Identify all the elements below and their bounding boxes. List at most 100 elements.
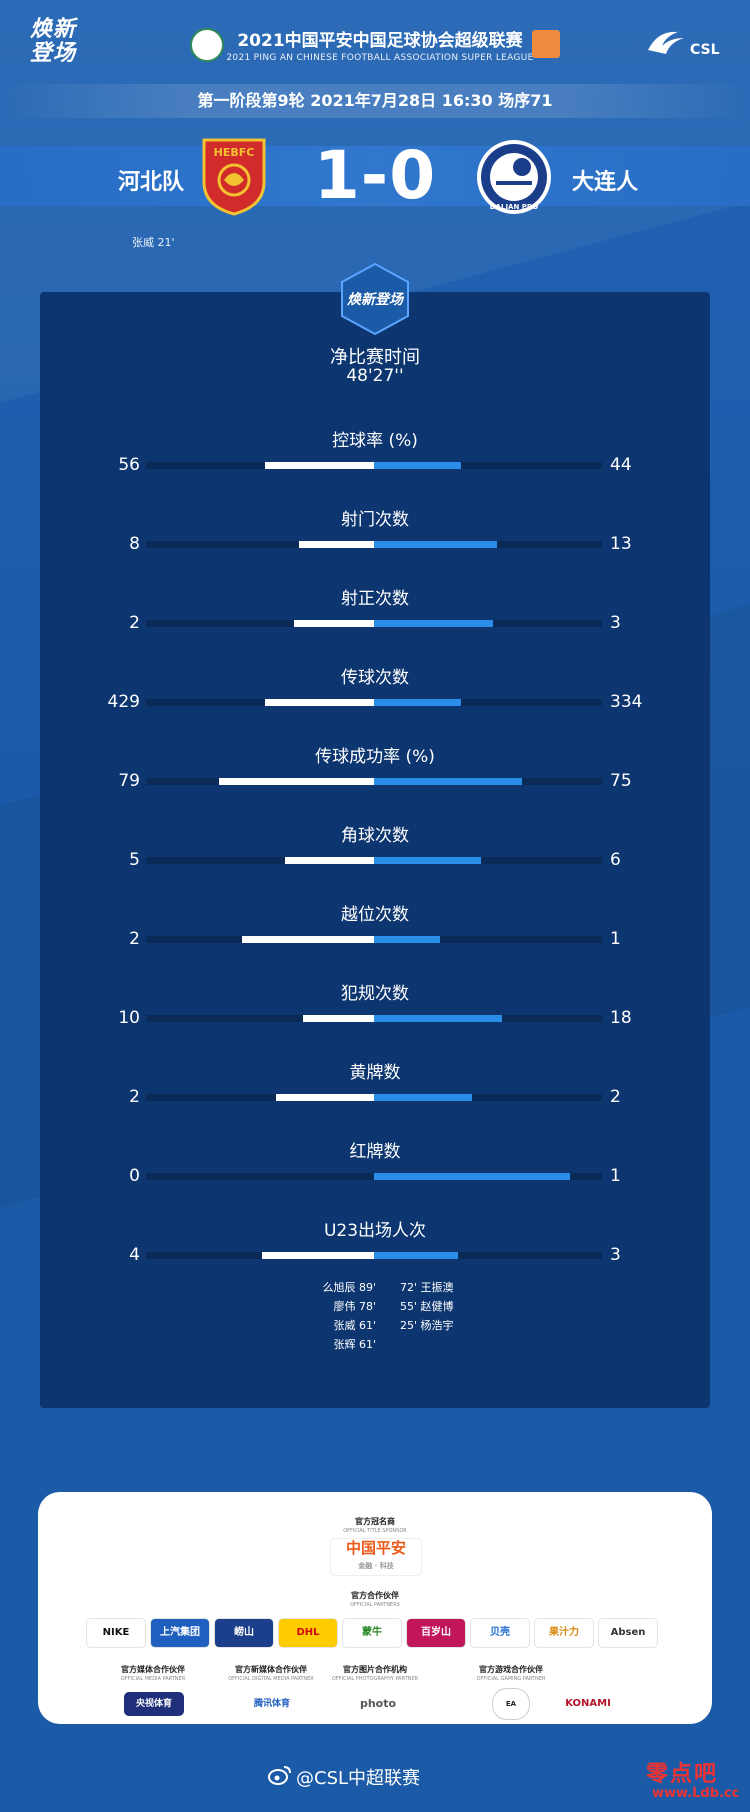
weibo-icon xyxy=(268,1766,291,1785)
stat-away-value: 18 xyxy=(610,1008,632,1028)
stat-home-value: 5 xyxy=(129,850,140,870)
svg-text:DALIAN PRO: DALIAN PRO xyxy=(490,203,539,211)
stat-label: U23出场人次 xyxy=(323,1221,427,1241)
watermark-url: www.Ldb.cc xyxy=(652,1786,740,1801)
brand-logo: 焕新登场 xyxy=(30,17,77,66)
stat-home-value: 2 xyxy=(129,929,140,949)
pingan-logo: 中国平安 金融 · 科技 xyxy=(330,1538,422,1576)
stat-away-value: 334 xyxy=(610,692,643,712)
stat-label: 控球率 (%) xyxy=(332,431,418,451)
stat-home-value: 79 xyxy=(118,771,140,791)
stat-away-bar xyxy=(374,462,461,469)
stat-away-bar xyxy=(374,1252,458,1259)
photo-partner-heading: 官方图片合作机构 OFFICIAL PHOTOGRAPHY PARTNER xyxy=(331,1665,419,1682)
stat-home-bar xyxy=(294,620,374,627)
league-title: 2021中国平安中国足球协会超级联赛 xyxy=(237,31,523,51)
media-partner-heading: 官方媒体合作伙伴 OFFICIAL MEDIA PARTNER xyxy=(120,1665,186,1682)
stat-away-value: 44 xyxy=(610,455,632,475)
svg-text:CSL: CSL xyxy=(690,42,720,58)
stat-away-value: 75 xyxy=(610,771,632,791)
stat-label: 射正次数 xyxy=(341,589,409,609)
cfa-badge-icon xyxy=(190,28,224,62)
stat-away-value: 3 xyxy=(610,613,621,633)
stat-home-bar xyxy=(242,936,374,943)
absen-logo: Absen xyxy=(598,1618,658,1648)
tencent-sports-logo: 腾讯体育 xyxy=(253,1699,290,1709)
stat-home-bar xyxy=(219,778,374,785)
mengniu-logo: 蒙牛 xyxy=(342,1618,402,1648)
gaming-partner-heading: 官方游戏合作伙伴 OFFICIAL GAMING PARTNER xyxy=(476,1665,546,1682)
guozhili-logo: 果汁力 xyxy=(534,1618,594,1648)
baisuishan-logo: 百岁山 xyxy=(406,1618,466,1648)
stat-away-bar xyxy=(374,1015,502,1022)
stat-away-bar xyxy=(374,620,493,627)
weibo-handle[interactable]: @CSL中超联赛 xyxy=(296,1768,421,1789)
partners-heading: 官方合作伙伴 OFFICIAL PARTNERS xyxy=(350,1591,400,1608)
stat-away-bar xyxy=(374,857,481,864)
csl-logo-icon: CSL xyxy=(648,31,720,58)
u23-player: 张辉 61' xyxy=(333,1338,376,1351)
digital-partner-heading: 官方新媒体合作伙伴 OFFICIAL DIGITAL MEDIA PARTNER xyxy=(228,1665,314,1682)
ic-photo-logo: photo xyxy=(359,1697,397,1710)
beike-logo: 贝壳 xyxy=(470,1618,530,1648)
svg-text:HEBFC: HEBFC xyxy=(214,146,255,159)
stat-away-bar xyxy=(374,936,440,943)
stat-label: 角球次数 xyxy=(341,826,409,846)
sponsor-badge-icon xyxy=(532,30,560,58)
stat-label: 红牌数 xyxy=(349,1142,401,1162)
watermark-text: 零点吧 xyxy=(646,1762,719,1787)
round-info: 第一阶段第9轮 2021年7月28日 16:30 场序71 xyxy=(0,84,750,118)
stat-label: 射门次数 xyxy=(341,510,409,530)
stats-panel xyxy=(40,292,710,1408)
stat-away-value: 1 xyxy=(610,1166,621,1186)
stat-away-value: 2 xyxy=(610,1087,621,1107)
stat-away-value: 3 xyxy=(610,1245,621,1265)
stat-home-value: 10 xyxy=(118,1008,140,1028)
stat-home-value: 0 xyxy=(129,1166,140,1186)
stat-away-bar xyxy=(374,1094,472,1101)
away-team-crest-icon: DALIAN PRO xyxy=(477,140,551,214)
stat-home-bar xyxy=(265,462,374,469)
stat-home-bar xyxy=(265,699,374,706)
match-score: 1-0 xyxy=(313,137,437,214)
laoshan-logo: 崂山 xyxy=(214,1618,274,1648)
stat-home-bar xyxy=(276,1094,374,1101)
svg-text:焕新登场: 焕新登场 xyxy=(347,291,405,308)
stat-away-value: 6 xyxy=(610,850,621,870)
away-team-name: 大连人 xyxy=(572,170,639,195)
home-team-name: 河北队 xyxy=(118,170,185,195)
stat-away-value: 1 xyxy=(610,929,621,949)
stat-away-bar xyxy=(374,1173,570,1180)
cctv-sports-logo: 央视体育 xyxy=(124,1692,184,1716)
stat-home-bar xyxy=(285,857,374,864)
sponsor-card: 官方冠名商 OFFICIAL TITLE SPONSOR 中国平安 金融 · 科… xyxy=(38,1492,712,1724)
playing-time-value: 48'27'' xyxy=(346,366,404,386)
home-u23-list: 么旭辰 89' 廖伟 78' 张威 61' 张辉 61' xyxy=(250,1278,376,1354)
league-header: 2021中国平安中国足球协会超级联赛 2021 PING AN CHINESE … xyxy=(190,26,570,63)
playing-time-label: 净比赛时间 xyxy=(330,347,420,368)
u23-player: 72' 王振澳 xyxy=(400,1281,454,1294)
stat-home-value: 56 xyxy=(118,455,140,475)
stat-home-value: 2 xyxy=(129,613,140,633)
stat-label: 传球次数 xyxy=(341,668,409,688)
stat-away-bar xyxy=(374,541,497,548)
stat-home-value: 2 xyxy=(129,1087,140,1107)
stat-home-bar xyxy=(299,541,374,548)
score-band xyxy=(0,146,750,206)
konami-logo: KONAMI xyxy=(565,1698,611,1709)
home-scorer: 张威 21' xyxy=(132,236,175,249)
title-sponsor-heading: 官方冠名商 OFFICIAL TITLE SPONSOR xyxy=(343,1517,407,1534)
u23-player: 张威 61' xyxy=(333,1319,376,1332)
stat-away-bar xyxy=(374,699,461,706)
ea-sports-logo: EA SPORTS xyxy=(492,1688,530,1720)
stat-label: 传球成功率 (%) xyxy=(315,747,435,767)
stat-away-value: 13 xyxy=(610,534,632,554)
home-team-crest-icon: HEBFC xyxy=(202,138,266,216)
stat-away-bar xyxy=(374,778,522,785)
dhl-logo: DHL xyxy=(278,1618,338,1648)
panel-brand-logo: 焕新登场 xyxy=(341,262,409,336)
u23-player: 25' 杨浩宇 xyxy=(400,1319,454,1332)
stat-home-value: 429 xyxy=(107,692,140,712)
stat-label: 犯规次数 xyxy=(341,984,409,1004)
u23-player: 55' 赵健博 xyxy=(400,1300,454,1313)
